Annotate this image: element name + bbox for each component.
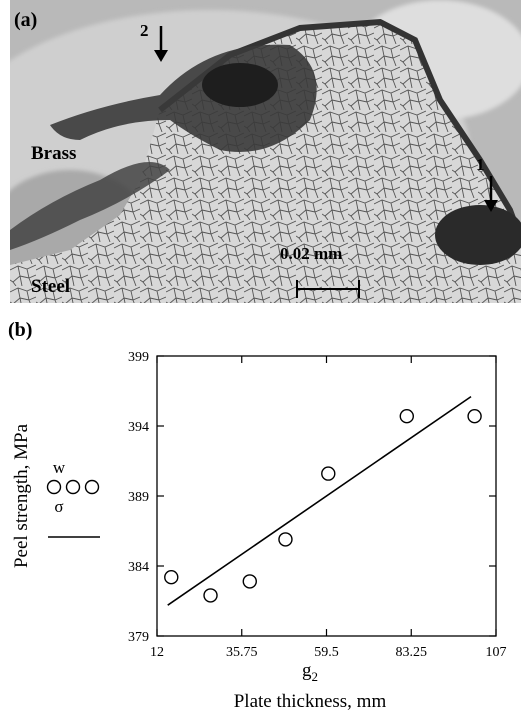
peel-strength-chart: 379 384 389 394 399 12 35.75 59.5 83.25 107 Peel… bbox=[11, 350, 507, 712]
legend-marker-circles bbox=[46, 479, 100, 495]
y-tick-label: 384 bbox=[128, 560, 149, 575]
data-point bbox=[399, 408, 414, 424]
scale-bar-icon bbox=[296, 280, 360, 298]
interface-line bbox=[158, 18, 521, 242]
data-point bbox=[203, 588, 218, 603]
legend-label-sigma: σ bbox=[54, 497, 63, 516]
x-axis-title: Plate thickness, mm bbox=[234, 691, 387, 712]
x-tick-label: 35.75 bbox=[226, 645, 258, 660]
data-point bbox=[321, 466, 336, 481]
steel-label: Steel bbox=[31, 276, 71, 297]
series-layer bbox=[164, 395, 482, 606]
arrow-1-label: 1 bbox=[476, 155, 485, 174]
legend-circle-2 bbox=[65, 479, 81, 495]
dark-core bbox=[202, 63, 278, 107]
y-axis: 379 384 389 394 399 bbox=[128, 350, 496, 645]
regression-line bbox=[167, 395, 472, 606]
micrograph-image bbox=[10, 0, 521, 303]
micrograph-svg bbox=[10, 0, 521, 303]
dark-streak bbox=[10, 162, 170, 250]
x-axis-symbol-main: g bbox=[302, 660, 312, 681]
data-point bbox=[164, 570, 179, 585]
legend-circle-3 bbox=[84, 479, 100, 495]
x-tick-label: 12 bbox=[150, 645, 164, 660]
x-tick-label: 107 bbox=[486, 645, 507, 660]
arrow-2-label: 2 bbox=[140, 21, 149, 40]
data-point bbox=[278, 532, 293, 547]
data-point bbox=[242, 574, 257, 589]
legend-label-w: w bbox=[53, 458, 66, 477]
y-axis-title: Peel strength, MPa bbox=[11, 423, 32, 568]
scale-bar-label: 0.02 mm bbox=[280, 244, 343, 263]
x-axis: 12 35.75 59.5 83.25 107 bbox=[150, 356, 507, 660]
y-tick-label: 399 bbox=[128, 350, 149, 365]
legend-circle-1 bbox=[46, 479, 62, 495]
y-tick-label: 379 bbox=[128, 630, 149, 645]
x-axis-symbol: g2 bbox=[302, 660, 318, 684]
x-axis-symbol-letter: g2 bbox=[302, 660, 318, 684]
x-tick-label: 59.5 bbox=[314, 645, 339, 660]
data-point bbox=[467, 408, 482, 424]
y-tick-label: 389 bbox=[128, 490, 149, 505]
x-axis-symbol-subscript: 2 bbox=[312, 669, 319, 684]
brass-label: Brass bbox=[31, 143, 77, 164]
legend: w σ bbox=[46, 458, 100, 538]
dark-zone-right bbox=[435, 205, 521, 265]
y-tick-label: 394 bbox=[128, 420, 149, 435]
arrow-1-icon bbox=[484, 176, 498, 212]
panel-a-label: (a) bbox=[14, 9, 38, 31]
steel-region bbox=[10, 22, 521, 303]
x-tick-label: 83.25 bbox=[396, 645, 428, 660]
arrow-2-icon bbox=[154, 26, 168, 62]
panel-b-label: (b) bbox=[8, 319, 33, 341]
